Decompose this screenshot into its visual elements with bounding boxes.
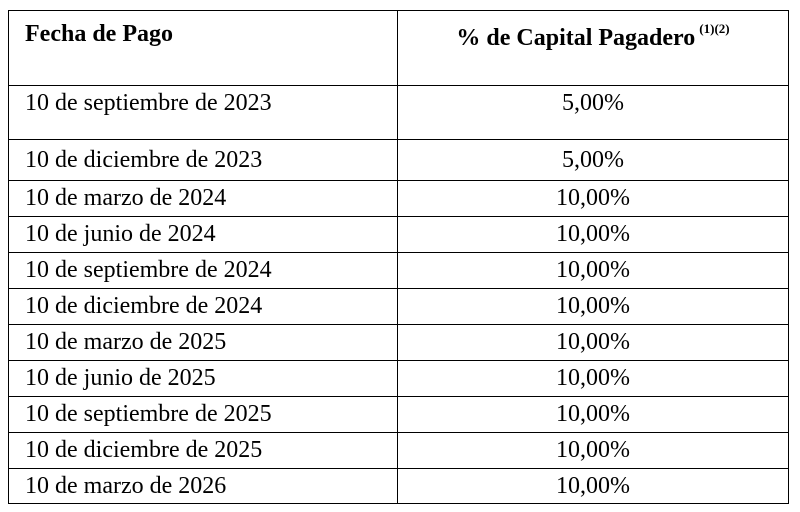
- table-row: 10 de septiembre de 2023 5,00%: [8, 85, 789, 140]
- header-cell: % de Capital Pagadero (1)(2): [397, 10, 789, 86]
- percent-cell: 10,00%: [397, 432, 789, 469]
- percent-cell: 10,00%: [397, 288, 789, 325]
- table-header: Fecha de Pago % de Capital Pagadero (1)(2…: [8, 10, 789, 86]
- table-row: 10 de marzo de 2026 10,00%: [8, 468, 789, 504]
- percent-cell: 10,00%: [397, 324, 789, 361]
- date-cell: 10 de marzo de 2026: [8, 468, 398, 504]
- header-text: Fecha de Pago: [25, 21, 173, 47]
- date-cell: 10 de diciembre de 2025: [8, 432, 398, 469]
- table-row: 10 de diciembre de 2025 10,00%: [8, 432, 789, 469]
- table-body: 10 de septiembre de 2023 5,00% 10 de dicie…: [8, 85, 789, 504]
- table-row: 10 de marzo de 2025 10,00%: [8, 324, 789, 361]
- date-cell: 10 de junio de 2024: [8, 216, 398, 253]
- table-row: 10 de diciembre de 2023 5,00%: [8, 139, 789, 181]
- table-row: 10 de junio de 2024 10,00%: [8, 216, 789, 253]
- table-row: 10 de marzo de 2024 10,00%: [8, 180, 789, 217]
- table-row: 10 de diciembre de 2024 10,00%: [8, 288, 789, 325]
- percent-cell: 5,00%: [397, 139, 789, 181]
- header-text: % de Capital Pagadero: [456, 25, 696, 51]
- percent-cell: 10,00%: [397, 468, 789, 504]
- percent-cell: 5,00%: [397, 85, 789, 140]
- footnote-ref: (1)(2): [699, 21, 730, 36]
- date-cell: 10 de diciembre de 2023: [8, 139, 398, 181]
- table-row: 10 de septiembre de 2024 10,00%: [8, 252, 789, 289]
- date-cell: 10 de septiembre de 2025: [8, 396, 398, 433]
- date-cell: 10 de marzo de 2025: [8, 324, 398, 361]
- date-cell: 10 de septiembre de 2023: [8, 85, 398, 140]
- percent-cell: 10,00%: [397, 252, 789, 289]
- date-cell: 10 de marzo de 2024: [8, 180, 398, 217]
- date-cell: 10 de septiembre de 2024: [8, 252, 398, 289]
- payment-table: Fecha de Pago % de Capital Pagadero (1)(2…: [8, 10, 789, 504]
- percent-cell: 10,00%: [397, 396, 789, 433]
- percent-cell: 10,00%: [397, 216, 789, 253]
- percent-cell: 10,00%: [397, 180, 789, 217]
- header-row: Fecha de Pago % de Capital Pagadero (1)(2…: [8, 10, 789, 86]
- date-cell: 10 de junio de 2025: [8, 360, 398, 397]
- header-cell: Fecha de Pago: [8, 10, 398, 86]
- percent-cell: 10,00%: [397, 360, 789, 397]
- date-cell: 10 de diciembre de 2024: [8, 288, 398, 325]
- table-row: 10 de septiembre de 2025 10,00%: [8, 396, 789, 433]
- table-row: 10 de junio de 2025 10,00%: [8, 360, 789, 397]
